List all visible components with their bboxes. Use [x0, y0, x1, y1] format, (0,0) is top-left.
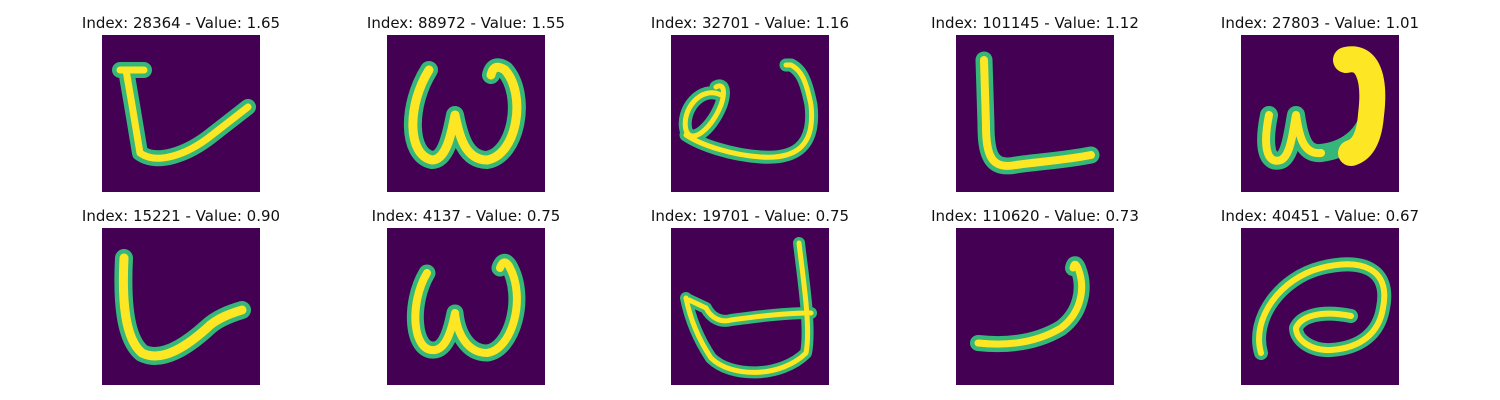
panel-title: Index: 88972 - Value: 1.55	[366, 14, 566, 32]
handwritten-glyph	[680, 237, 817, 379]
handwritten-glyph	[1257, 46, 1386, 170]
handwritten-glyph	[678, 58, 819, 164]
digit-image	[1241, 35, 1399, 192]
handwritten-glyph	[406, 253, 526, 362]
digit-image	[102, 228, 260, 385]
panel-title: Index: 32701 - Value: 1.16	[650, 14, 850, 32]
handwritten-glyph	[1252, 257, 1392, 360]
digit-image	[387, 228, 545, 385]
digit-image	[1241, 228, 1399, 385]
digit-image	[956, 228, 1114, 385]
digit-image	[387, 35, 545, 192]
panel-title: Index: 4137 - Value: 0.75	[371, 207, 561, 225]
handwritten-glyph	[970, 256, 1090, 353]
handwritten-glyph	[403, 58, 526, 169]
digit-image	[671, 35, 829, 192]
panel-title: Index: 15221 - Value: 0.90	[81, 207, 281, 225]
digit-image	[102, 35, 260, 192]
handwritten-glyph	[112, 62, 256, 167]
handwritten-glyph	[114, 249, 251, 365]
handwritten-glyph	[975, 51, 1100, 175]
panel-title: Index: 27803 - Value: 1.01	[1220, 14, 1420, 32]
panel-title: Index: 40451 - Value: 0.67	[1220, 207, 1420, 225]
digit-image	[956, 35, 1114, 192]
panel-title: Index: 110620 - Value: 0.73	[931, 207, 1139, 225]
digit-image	[671, 228, 829, 385]
panel-title: Index: 19701 - Value: 0.75	[650, 207, 850, 225]
panel-title: Index: 28364 - Value: 1.65	[81, 14, 281, 32]
panel-title: Index: 101145 - Value: 1.12	[931, 14, 1139, 32]
